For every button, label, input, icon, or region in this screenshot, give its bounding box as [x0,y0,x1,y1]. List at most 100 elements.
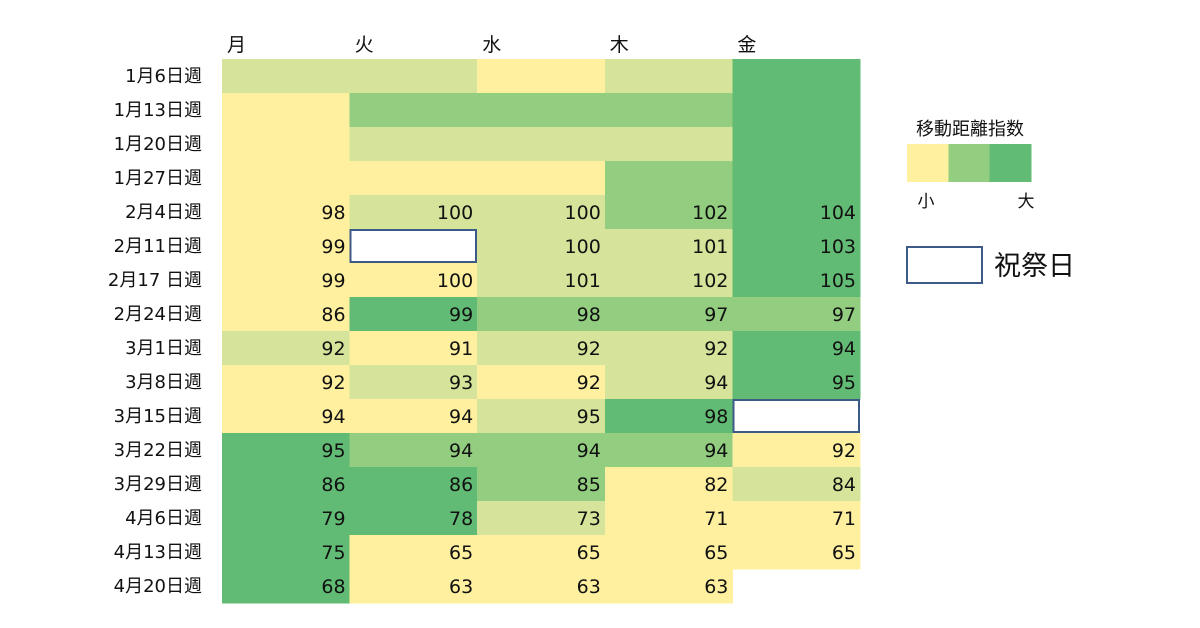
heatmap-cell [349,433,478,468]
cell-value-label: 75 [321,542,345,564]
heatmap-cell [477,501,606,536]
heatmap-cell [604,297,733,332]
heatmap-cell [477,59,606,94]
heatmap-cell [349,127,478,162]
heatmap-cell [349,93,478,128]
cell-value-label: 100 [437,270,473,292]
heatmap-cell [604,331,733,366]
heatmap-cell [222,195,351,230]
heatmap-cell [222,365,351,400]
heatmap-cell [349,195,478,230]
heatmap-cells [222,59,861,604]
heatmap-cell [349,399,478,434]
heatmap-cell [349,331,478,366]
heatmap-cell [222,93,351,128]
heatmap-cell [477,297,606,332]
cell-value-label: 63 [449,576,473,598]
heatmap-cell [222,59,351,94]
heatmap-cell [349,365,478,400]
heatmap-cell [604,467,733,502]
heatmap-cell [477,195,606,230]
heatmap-cell [732,501,861,536]
heatmap-cell [349,501,478,536]
legend-swatch [948,144,991,182]
cell-value-label: 99 [321,236,345,258]
row-label: 3月22日週 [114,440,202,461]
cell-value-label: 65 [449,542,473,564]
legend-holiday-swatch [906,246,983,284]
heatmap-cell [604,535,733,570]
heatmap-cell [732,93,861,128]
heatmap-cell [222,535,351,570]
cell-value-label: 94 [704,372,728,394]
heatmap-cell [222,331,351,366]
row-label: 2月4日週 [125,202,202,223]
legend-title: 移動距離指数 [916,119,1024,140]
column-label: 火 [355,34,374,56]
legend-color-scale [907,144,1032,182]
heatmap-cell [604,127,733,162]
heatmap-cell [604,501,733,536]
heatmap-cell [477,467,606,502]
heatmap-cell [604,93,733,128]
row-label: 2月17 日週 [108,270,202,291]
heatmap-cell [604,229,733,264]
heatmap-cell [222,297,351,332]
heatmap-cell [477,93,606,128]
cell-value-label: 92 [832,440,856,462]
cell-value-label: 104 [820,202,856,224]
cell-value-label: 95 [577,406,601,428]
cell-value-label: 93 [449,372,473,394]
cell-value-label: 86 [321,304,345,326]
row-label: 3月15日週 [114,406,202,427]
heatmap-cell [604,195,733,230]
cell-value-label: 68 [321,576,345,598]
heatmap-cell [222,467,351,502]
row-label: 1月6日週 [125,66,202,87]
row-label: 3月8日週 [125,372,202,393]
row-label: 3月1日週 [125,338,202,359]
heatmap-cell [477,331,606,366]
cell-value-label: 98 [321,202,345,224]
cell-value-label: 98 [704,406,728,428]
cell-value-label: 94 [321,406,345,428]
heatmap-cell [477,365,606,400]
heatmap-cell [222,229,351,264]
heatmap-cell [222,161,351,196]
cell-value-label: 65 [577,542,601,564]
cell-value-label: 92 [577,372,601,394]
cell-value-label: 101 [692,236,728,258]
holiday-cell [349,229,478,263]
legend-high-label: 大 [1018,192,1035,212]
legend-swatch [989,144,1032,182]
cell-value-label: 86 [449,474,473,496]
cell-value-label: 102 [692,202,728,224]
heatmap-cell [604,399,733,434]
heatmap-cell [732,127,861,162]
heatmap-cell [732,535,861,570]
heatmap-cell [222,569,351,604]
cell-value-label: 85 [577,474,601,496]
holiday-cell [732,399,861,433]
cell-value-label: 97 [832,304,856,326]
cell-value-label: 92 [321,372,345,394]
heatmap-cell-values: 98 100 100 102 104 99 100 101 103 99 100 101 102 105 8… [321,202,856,598]
heatmap-cell [604,263,733,298]
cell-value-label: 94 [449,406,473,428]
heatmap-cell [732,433,861,468]
heatmap-cell [477,569,606,604]
cell-value-label: 73 [577,508,601,530]
heatmap-cell [349,161,478,196]
heatmap-cell [349,535,478,570]
heatmap-column-labels: 月火水木金 [227,34,756,56]
legend-holiday-label: 祝祭日 [994,251,1075,282]
cell-value-label: 92 [577,338,601,360]
heatmap-cell [222,263,351,298]
heatmap-cell [604,569,733,604]
cell-value-label: 63 [704,576,728,598]
cell-value-label: 99 [449,304,473,326]
heatmap-cell [732,331,861,366]
heatmap-cell [349,59,478,94]
cell-value-label: 100 [437,202,473,224]
heatmap-cell [477,127,606,162]
